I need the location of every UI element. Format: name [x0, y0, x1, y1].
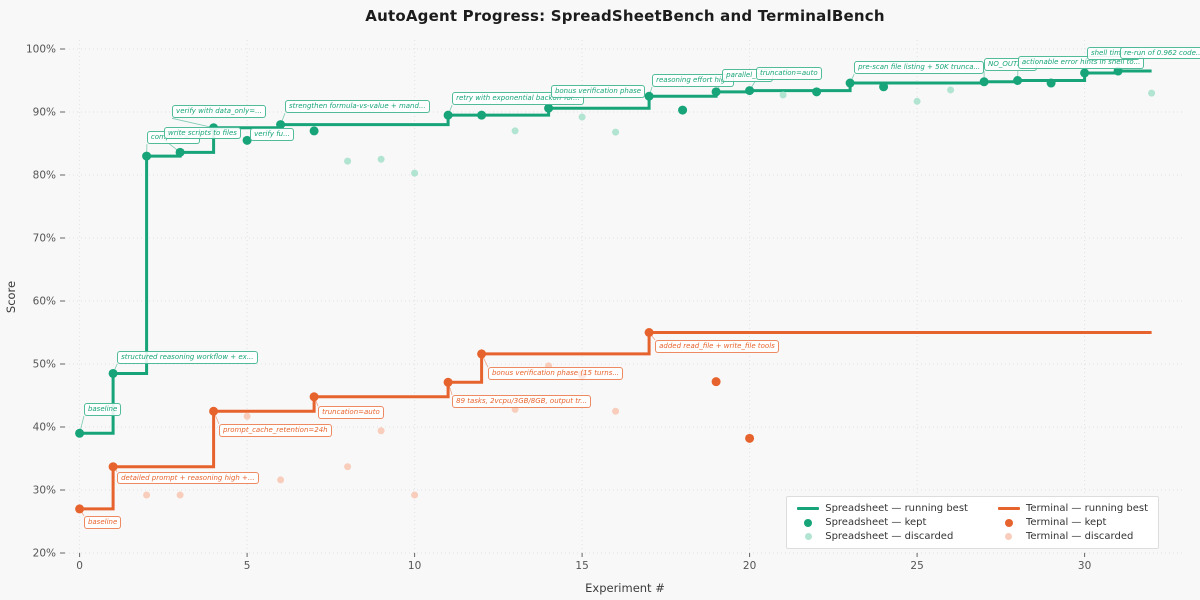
legend-item: Spreadsheet — discarded: [797, 530, 968, 543]
legend-label: Spreadsheet — kept: [825, 517, 927, 528]
x-tick-label: 25: [910, 560, 923, 572]
legend-swatch-line: [997, 507, 1020, 510]
spreadsheet-kept-point: [845, 78, 855, 88]
spreadsheet-kept-point: [678, 105, 688, 115]
legend-swatch-dot-light: [797, 533, 819, 540]
terminal-kept-point: [309, 392, 319, 402]
y-tick-label: 30%: [33, 485, 56, 497]
legend-swatch-line: [797, 507, 820, 510]
legend-item: Terminal — running best: [997, 502, 1148, 515]
spreadsheet-kept-point: [276, 120, 286, 130]
terminal-kept-point: [477, 349, 487, 359]
spreadsheet-discarded-point: [344, 157, 352, 165]
legend: Spreadsheet — running best Terminal — run…: [786, 496, 1159, 549]
terminal-discarded-point: [243, 412, 251, 420]
y-tick-label: 60%: [33, 296, 56, 308]
spreadsheet-kept-point: [1046, 78, 1056, 88]
terminal-discarded-point: [344, 463, 352, 471]
y-axis-title: Score: [4, 280, 18, 314]
legend-swatch-dot: [998, 518, 1020, 527]
terminal-kept-point: [75, 504, 85, 514]
spreadsheet-discarded-point: [578, 113, 586, 121]
x-axis-title: Experiment #: [585, 581, 665, 595]
spreadsheet-kept-point: [1013, 76, 1023, 85]
x-tick-label: 5: [244, 560, 251, 572]
spreadsheet-kept-point: [175, 147, 185, 157]
spreadsheet-discarded-point: [947, 86, 955, 94]
legend-item: Spreadsheet — kept: [797, 516, 968, 529]
spreadsheet-discarded-point: [913, 97, 921, 105]
x-tick-label: 20: [743, 560, 756, 572]
terminal-discarded-point: [612, 407, 620, 415]
spreadsheet-kept-point: [1113, 66, 1123, 76]
spreadsheet-discarded-point: [511, 127, 519, 135]
y-tick-label: 80%: [33, 170, 56, 182]
x-tick-label: 10: [408, 560, 421, 572]
legend-label: Terminal — running best: [1025, 503, 1148, 514]
spreadsheet-kept-point: [745, 86, 755, 96]
spreadsheet-discarded-point: [377, 155, 385, 163]
legend-label: Spreadsheet — discarded: [825, 531, 954, 542]
spreadsheet-kept-point: [812, 87, 822, 97]
terminal-kept-point: [644, 328, 654, 337]
spreadsheet-kept-point: [879, 82, 889, 92]
terminal-discarded-point: [511, 405, 519, 413]
spreadsheet-discarded-point: [612, 128, 620, 136]
y-tick-label: 50%: [33, 359, 56, 371]
terminal-kept-point: [745, 433, 755, 443]
spreadsheet-kept-point: [979, 77, 989, 87]
terminal-discarded-point: [411, 491, 419, 499]
legend-label: Terminal — kept: [1025, 517, 1107, 528]
terminal-discarded-point: [176, 491, 184, 499]
spreadsheet-kept-point: [544, 103, 554, 113]
legend-label: Terminal — discarded: [1025, 531, 1134, 542]
spreadsheet-discarded-point: [411, 169, 419, 177]
terminal-running-best-line: [79, 331, 1152, 511]
terminal-discarded-point: [277, 476, 285, 484]
spreadsheet-kept-point: [209, 123, 219, 133]
legend-label: Spreadsheet — running best: [825, 503, 968, 514]
terminal-kept-point: [209, 406, 219, 416]
y-tick-label: 20%: [33, 548, 56, 560]
chart-title: AutoAgent Progress: SpreadSheetBench and…: [365, 7, 885, 25]
spreadsheet-discarded-point: [779, 91, 787, 99]
spreadsheet-kept-point: [242, 135, 252, 145]
legend-swatch-dot-light: [998, 533, 1020, 540]
annotation-leader-line: [171, 117, 214, 129]
spreadsheet-kept-point: [477, 110, 487, 120]
legend-item: Terminal — kept: [998, 516, 1148, 529]
x-tick-label: 30: [1078, 560, 1091, 572]
terminal-kept-point: [443, 377, 453, 387]
spreadsheet-kept-point: [108, 368, 118, 378]
spreadsheet-kept-point: [711, 87, 721, 97]
legend-swatch-dot: [797, 518, 819, 527]
spreadsheet-kept-point: [443, 110, 453, 120]
y-tick-label: 40%: [33, 422, 56, 434]
terminal-discarded-point: [143, 491, 151, 499]
spreadsheet-kept-point: [142, 151, 152, 161]
legend-item: Spreadsheet — running best: [797, 502, 968, 515]
spreadsheet-kept-point: [309, 126, 319, 136]
y-tick-label: 90%: [33, 107, 56, 119]
y-tick-label: 100%: [26, 44, 56, 56]
y-tick-label: 70%: [33, 233, 56, 245]
x-tick-label: 0: [76, 560, 83, 572]
spreadsheet-running-best-line: [79, 69, 1152, 435]
terminal-kept-point: [108, 462, 118, 472]
terminal-kept-point: [577, 370, 587, 380]
x-tick-label: 15: [575, 560, 588, 572]
spreadsheet-kept-point: [75, 428, 85, 438]
terminal-discarded-point: [377, 427, 385, 435]
spreadsheet-discarded-point: [1148, 89, 1156, 97]
spreadsheet-kept-point: [644, 91, 654, 101]
terminal-discarded-point: [545, 362, 553, 370]
spreadsheet-kept-point: [1080, 68, 1090, 78]
legend-item: Terminal — discarded: [998, 530, 1148, 543]
terminal-kept-point: [711, 377, 721, 387]
